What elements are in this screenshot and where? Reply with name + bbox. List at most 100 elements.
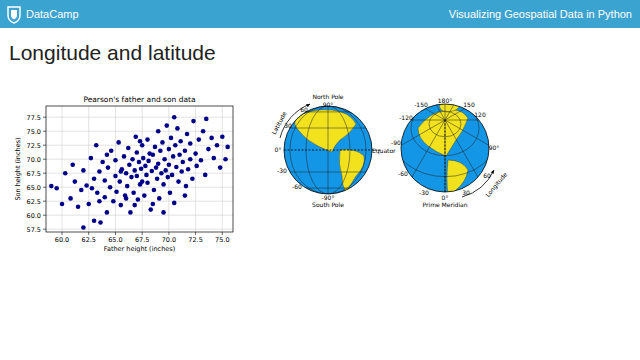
- globe-outline: [401, 104, 489, 192]
- point: [179, 169, 184, 174]
- point: [92, 177, 97, 182]
- globe-outline: [284, 106, 372, 194]
- point: [190, 177, 195, 182]
- globe-label: -90°: [322, 194, 335, 201]
- globe-latitude: North Pole90°60300°-30-60-90°South PoleL…: [270, 93, 396, 208]
- point: [135, 150, 140, 155]
- point: [86, 202, 91, 207]
- point: [98, 220, 103, 225]
- point: [145, 137, 150, 142]
- y-tick-label: 72.5: [27, 142, 41, 150]
- tick: [195, 232, 196, 235]
- meridian: [395, 120, 445, 207]
- meridian: [445, 120, 545, 121]
- point: [220, 135, 225, 140]
- point: [218, 165, 223, 170]
- point: [155, 177, 160, 182]
- tick: [43, 145, 46, 146]
- point: [90, 186, 95, 191]
- point: [129, 175, 134, 180]
- globe-label: Longitude: [484, 170, 510, 198]
- y-tick-label: 65.0: [27, 184, 41, 192]
- point: [113, 174, 118, 179]
- meridian: [358, 120, 445, 170]
- point: [183, 149, 188, 154]
- meridian: [358, 70, 445, 120]
- point: [111, 199, 116, 204]
- point: [225, 145, 230, 150]
- meridian: [395, 33, 445, 120]
- point: [141, 156, 146, 161]
- globe-label: 30: [284, 122, 292, 129]
- point: [153, 145, 158, 150]
- point: [94, 143, 99, 148]
- point: [151, 202, 156, 207]
- point: [132, 168, 137, 173]
- point: [73, 179, 78, 184]
- globe-label: Latitude: [270, 110, 288, 135]
- point: [166, 175, 171, 180]
- point: [105, 210, 110, 215]
- point: [100, 160, 105, 165]
- point: [117, 179, 122, 184]
- slide: DataCampVisualizing Geospatial Data in P…: [0, 0, 640, 360]
- point: [145, 180, 150, 185]
- point: [157, 196, 162, 201]
- point: [185, 132, 190, 137]
- tick: [43, 215, 46, 216]
- point: [188, 141, 193, 146]
- point: [158, 149, 163, 154]
- meridian: [345, 120, 445, 121]
- brand: DataCamp: [26, 8, 79, 20]
- point: [194, 164, 199, 169]
- point: [197, 137, 202, 142]
- point: [140, 143, 145, 148]
- tick: [142, 232, 143, 235]
- point: [156, 161, 161, 166]
- point: [102, 178, 107, 183]
- x-axis-title: Father height (inches): [104, 245, 175, 253]
- globe-label: North Pole: [312, 93, 343, 100]
- header-bar: [0, 0, 640, 28]
- points: [49, 115, 230, 230]
- point: [201, 129, 206, 134]
- point: [138, 139, 143, 144]
- point: [81, 225, 86, 230]
- point: [151, 152, 156, 157]
- globe-label: Prime Meridian: [422, 201, 467, 208]
- point: [68, 196, 73, 201]
- point: [131, 191, 136, 196]
- point: [70, 163, 75, 168]
- tick: [43, 201, 46, 202]
- logo: [8, 7, 20, 23]
- globe-label: South Pole: [312, 201, 344, 208]
- point: [108, 185, 113, 190]
- chart-title: Pearson's father and son data: [83, 95, 195, 104]
- globe-label: 0°: [442, 194, 449, 201]
- point: [167, 147, 172, 152]
- point: [188, 157, 193, 162]
- y-tick-label: 62.5: [27, 198, 41, 206]
- point: [126, 146, 131, 151]
- background: [0, 0, 640, 360]
- point: [162, 157, 167, 162]
- point: [92, 219, 97, 224]
- x-tick-label: 70.0: [162, 236, 176, 244]
- point: [60, 202, 65, 207]
- prime-meridian-line: [445, 120, 446, 192]
- point: [119, 203, 124, 208]
- meridian: [445, 33, 495, 120]
- point: [102, 195, 107, 200]
- point: [144, 173, 149, 178]
- globe-body: [345, 20, 545, 220]
- x-tick-label: 72.5: [188, 236, 202, 244]
- point: [203, 173, 208, 178]
- slide-title: Longitude and latitude: [9, 41, 216, 64]
- point: [89, 156, 94, 161]
- globe-label: Equator: [372, 147, 396, 155]
- x-tick-label: 67.5: [135, 236, 149, 244]
- logo-inner: [11, 10, 17, 20]
- point: [79, 188, 84, 193]
- latitude-arrow: [280, 104, 310, 138]
- point: [136, 197, 141, 202]
